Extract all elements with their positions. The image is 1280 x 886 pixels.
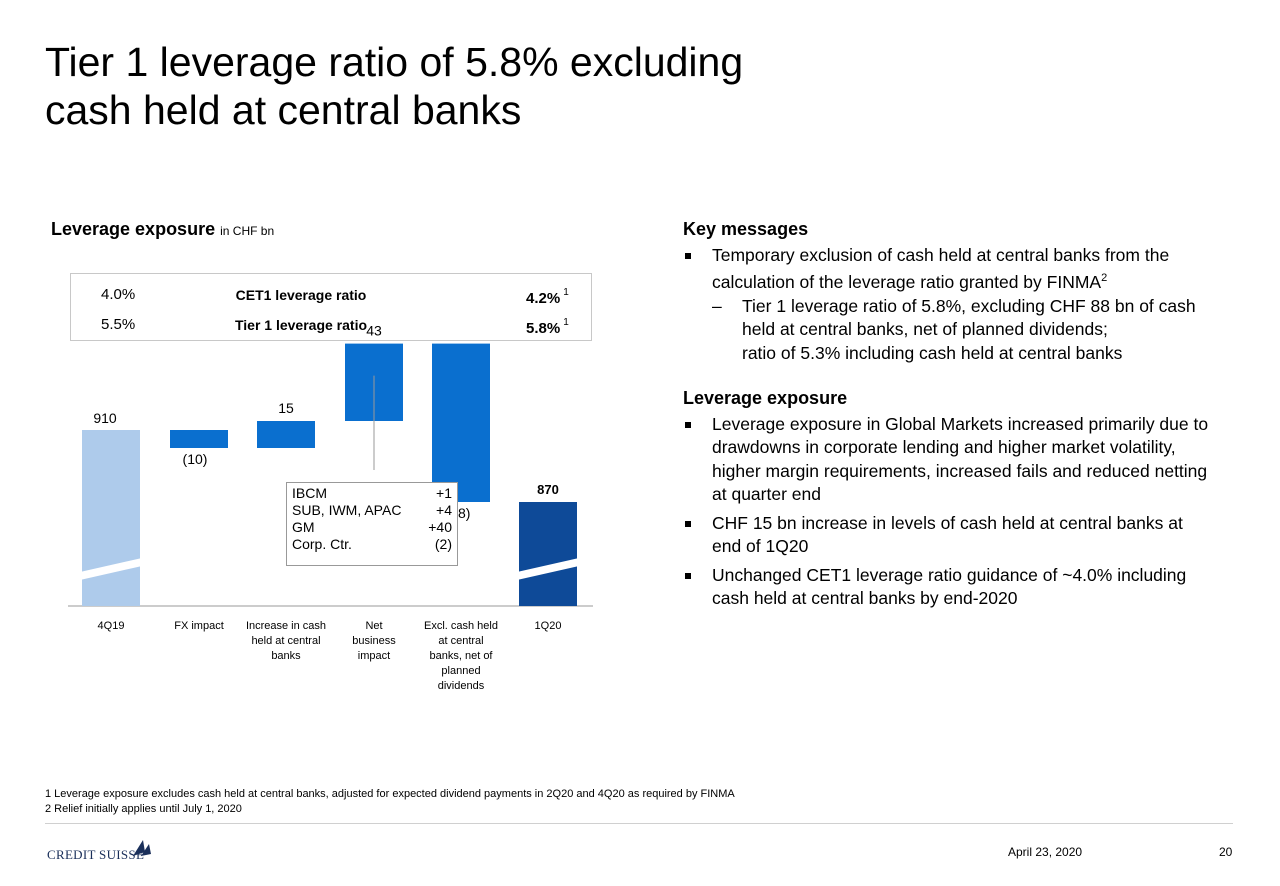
axis-break-mark — [80, 558, 142, 580]
footnotes: 1 Leverage exposure excludes cash held a… — [45, 787, 735, 817]
title-line-2: cash held at central banks — [45, 87, 522, 133]
breakdown-label: SUB, IWM, APAC — [292, 502, 402, 518]
breakdown-label: IBCM — [292, 485, 327, 501]
bullet-temporary-exclusion: Temporary exclusion of cash held at cent… — [683, 244, 1243, 295]
ratio-row-cet1: 4.0% CET1 leverage ratio 4.2% 1 — [71, 286, 591, 310]
chart-heading: Leverage exposure in CHF bn — [51, 219, 274, 240]
bar-increase-in-cash-held-at-central-banks — [257, 421, 315, 448]
breakdown-value: (2) — [434, 536, 452, 552]
category-label: 1Q20 — [535, 620, 562, 632]
breakdown-label: GM — [292, 519, 315, 535]
net-business-breakdown: IBCM +1 SUB, IWM, APAC +4 GM +40 Corp. Ctr. (2) — [286, 482, 458, 566]
category-label: held at central — [251, 635, 320, 647]
bar-fx-impact — [170, 430, 228, 448]
ratio-box: 4.0% CET1 leverage ratio 4.2% 1 5.5% Tier… — [70, 273, 592, 341]
ratio-prior: 5.5% — [101, 316, 136, 333]
bullet-global-markets: Leverage exposure in Global Markets incr… — [683, 413, 1243, 507]
axis-break-mark — [517, 558, 579, 580]
category-label: dividends — [438, 680, 485, 692]
sails-icon — [133, 840, 151, 856]
logo-text: CREDIT SUISSE — [47, 847, 145, 862]
page-title: Tier 1 leverage ratio of 5.8% excluding … — [45, 38, 945, 134]
page-number: 20 — [1219, 845, 1233, 859]
ratio-label: Tier 1 leverage ratio — [234, 317, 368, 333]
breakdown-row: Corp. Ctr. (2) — [292, 536, 452, 553]
footer-date: April 23, 2020 — [1008, 845, 1083, 859]
ratio-row-tier1: 5.5% Tier 1 leverage ratio 5.8% 1 — [71, 316, 591, 340]
credit-suisse-logo: CREDIT SUISSE — [47, 838, 157, 862]
category-label: Increase in cash — [246, 620, 326, 632]
value-label: 43 — [366, 323, 382, 339]
chart-svg: 910 4Q19 (10) FX impact 15 Increase in cash he… — [68, 323, 593, 692]
category-label: 4Q19 — [98, 620, 125, 632]
value-label: (10) — [183, 451, 208, 467]
breakdown-value: +4 — [436, 502, 452, 518]
title-line-1: Tier 1 leverage ratio of 5.8% excluding — [45, 39, 744, 85]
chart-unit: in CHF bn — [220, 224, 275, 238]
bar-excl-cash-held-at-central-banks-net-of-planned-dividends — [432, 343, 490, 502]
category-label: planned — [441, 665, 480, 677]
key-messages-heading: Key messages — [683, 219, 809, 239]
category-label: Net — [365, 620, 382, 632]
sub-bullet-tier1: – Tier 1 leverage ratio of 5.8%, excludi… — [712, 295, 1196, 363]
footnote-marker: 1 — [563, 317, 569, 328]
value-label: 15 — [278, 400, 294, 416]
footnote-marker: 1 — [563, 287, 569, 298]
footnote-2: 2 Relief initially applies until July 1,… — [45, 803, 242, 815]
ratio-prior: 4.0% — [101, 286, 136, 303]
bar-1q20 — [519, 502, 577, 606]
breakdown-value: +40 — [428, 519, 452, 535]
footnote-1: 1 Leverage exposure excludes cash held a… — [45, 788, 735, 800]
category-label: banks, net of — [430, 650, 494, 662]
ratio-label: CET1 leverage ratio — [235, 287, 367, 303]
breakdown-value: +1 — [436, 485, 452, 501]
bullet-cash-increase: CHF 15 bn increase in levels of cash hel… — [683, 512, 1243, 559]
key-messages: Key messages Temporary exclusion of cash… — [683, 218, 1243, 611]
footer-divider — [45, 823, 1233, 824]
value-label: 910 — [93, 410, 117, 426]
category-label: FX impact — [174, 620, 224, 632]
category-label: business — [352, 635, 396, 647]
footnote-marker: 2 — [1101, 272, 1108, 284]
breakdown-label: Corp. Ctr. — [292, 536, 352, 552]
bar-4q19 — [82, 430, 140, 606]
chart-heading-text: Leverage exposure — [51, 219, 216, 239]
category-label: banks — [271, 650, 301, 662]
breakdown-row: IBCM +1 — [292, 485, 452, 502]
leverage-exposure-heading: Leverage exposure — [683, 388, 848, 408]
category-label: impact — [358, 650, 390, 662]
waterfall-chart: 910 4Q19 (10) FX impact 15 Increase in cash he… — [0, 0, 680, 720]
breakdown-row: GM +40 — [292, 519, 452, 536]
ratio-current: 4.2% 1 — [526, 287, 569, 307]
value-label: 870 — [537, 482, 559, 497]
category-label: at central — [438, 635, 483, 647]
category-label: Excl. cash held — [424, 620, 498, 632]
bullet-guidance: Unchanged CET1 leverage ratio guidance o… — [683, 564, 1243, 611]
breakdown-row: SUB, IWM, APAC +4 — [292, 502, 452, 519]
ratio-current: 5.8% 1 — [526, 317, 569, 337]
